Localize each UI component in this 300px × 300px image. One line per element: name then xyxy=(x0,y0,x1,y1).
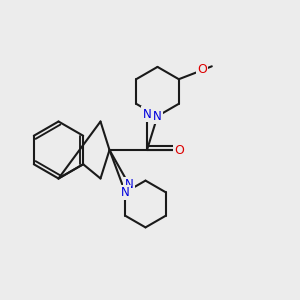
Text: O: O xyxy=(197,63,207,76)
Text: N: N xyxy=(121,186,130,199)
Text: N: N xyxy=(142,107,152,121)
Text: N: N xyxy=(153,110,162,123)
Text: N: N xyxy=(124,178,134,191)
Text: O: O xyxy=(174,143,184,157)
